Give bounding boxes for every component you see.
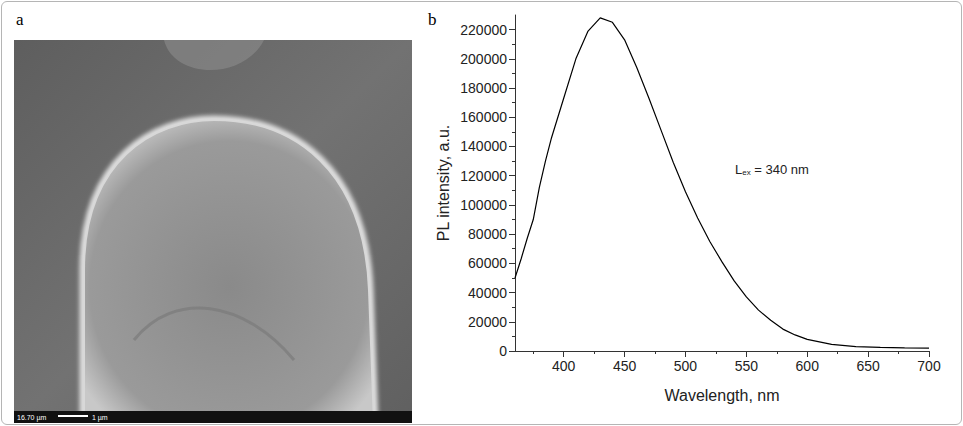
svg-text:700: 700 (917, 358, 941, 374)
svg-text:0: 0 (499, 343, 507, 359)
svg-text:120000: 120000 (460, 168, 507, 184)
svg-text:16.70 µm: 16.70 µm (17, 414, 46, 422)
svg-text:140000: 140000 (460, 138, 507, 154)
svg-text:ex: ex (742, 168, 750, 177)
svg-text:100000: 100000 (460, 197, 507, 213)
svg-text:400: 400 (552, 358, 576, 374)
svg-text:= 340 nm: = 340 nm (751, 162, 809, 177)
svg-text:L: L (735, 162, 742, 177)
svg-text:160000: 160000 (460, 109, 507, 125)
svg-text:220000: 220000 (460, 22, 507, 38)
svg-text:Wavelength, nm: Wavelength, nm (664, 387, 779, 404)
svg-text:60000: 60000 (468, 255, 507, 271)
svg-text:650: 650 (856, 358, 880, 374)
svg-text:180000: 180000 (460, 80, 507, 96)
svg-text:1 µm: 1 µm (92, 414, 108, 422)
html-text:a: a (16, 10, 24, 29)
svg-text:550: 550 (735, 358, 759, 374)
svg-text:200000: 200000 (460, 51, 507, 67)
svg-text:80000: 80000 (468, 226, 507, 242)
html-text:b: b (428, 10, 437, 29)
svg-text:20000: 20000 (468, 314, 507, 330)
svg-text:450: 450 (613, 358, 637, 374)
svg-text:PL intensity, a.u.: PL intensity, a.u. (435, 125, 452, 242)
svg-text:600: 600 (796, 358, 820, 374)
svg-text:500: 500 (674, 358, 698, 374)
svg-text:40000: 40000 (468, 285, 507, 301)
